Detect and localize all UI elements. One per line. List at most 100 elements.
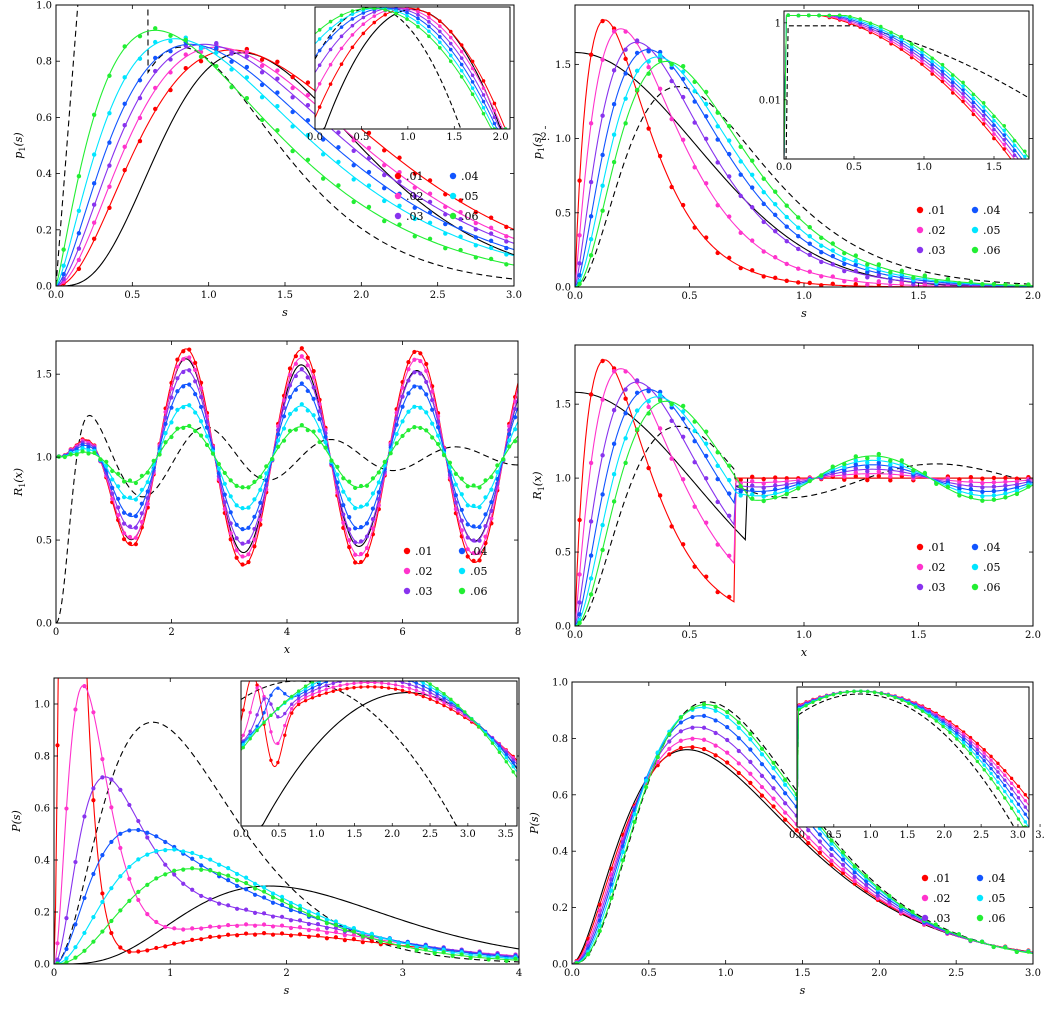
panel-A: 0.0 0.5 1.0 1.5 2.0 2.5 3.00.00.20.40.60.81.0s… [12,1,550,320]
data-point [853,470,858,475]
data-point [1016,809,1021,813]
data-point [842,261,847,267]
data-point [888,466,893,471]
legend-label-.02: .02 [406,190,424,203]
data-point [453,482,458,487]
data-point [471,483,476,488]
data-point [76,266,82,272]
data-point [269,693,273,697]
data-point [920,53,924,58]
data-point [783,801,788,806]
legend-marker-.02 [921,894,929,902]
data-point [1014,283,1020,287]
data-point [481,105,486,110]
data-point [930,56,935,61]
data-point [955,734,959,738]
data-point [940,69,945,74]
data-point [255,686,259,690]
data-point [352,685,356,690]
data-point [876,473,882,479]
data-point [784,485,789,490]
data-point [996,786,1000,790]
data-point [876,273,882,278]
data-point [489,500,494,505]
data-point [199,893,204,899]
data-point [945,484,951,490]
data-point [139,519,144,525]
y-tick-label: 1.5 [36,370,52,381]
data-point [759,752,765,757]
data-point [831,692,836,697]
data-point [91,939,96,944]
data-point [259,82,265,88]
data-point [305,132,311,138]
data-point [418,351,423,356]
series-curve-.02 [575,28,1033,287]
plot-area-B [575,18,1033,287]
data-point [345,674,348,677]
data-point [222,492,227,497]
data-point [407,682,412,687]
data-point [759,784,765,790]
data-point [324,925,330,930]
data-point [299,366,304,372]
data-point [1002,147,1007,151]
data-point [646,399,651,404]
data-point [163,440,168,445]
y-axis-label: p1(s) [531,133,546,159]
data-point [453,493,458,498]
data-point [982,768,986,772]
data-point [1014,488,1020,494]
data-point [299,354,304,359]
data-point [427,29,431,34]
data-point [229,51,234,56]
data-point [611,68,617,73]
data-point [1009,799,1014,803]
data-point [773,495,778,500]
data-point [435,425,441,430]
y-tick-label: 0.2 [34,908,50,919]
data-point [667,739,672,744]
data-point [470,59,475,64]
data-point [91,915,96,920]
data-point [270,900,276,905]
data-point [759,762,765,767]
data-point [328,62,333,67]
data-point [61,271,66,277]
inset-frame [314,6,511,130]
data-point [842,256,847,262]
data-point [968,738,973,742]
data-point [497,747,502,751]
data-point [842,250,847,256]
inset-points [317,7,508,129]
data-point [703,520,709,525]
data-point [489,516,494,521]
data-point [82,683,87,689]
data-point [438,29,442,34]
data-point [303,687,308,691]
data-point [258,487,263,492]
data-point [669,62,674,67]
data-point [981,101,986,105]
data-point [317,689,322,694]
data-point [110,491,115,496]
data-point [644,785,649,790]
data-point [364,553,370,558]
data-point [329,458,334,463]
data-point [193,410,198,415]
data-point [459,952,464,957]
data-point [703,453,709,459]
data-point [448,47,453,52]
data-point [922,273,928,278]
data-point [680,76,686,82]
data-point [488,256,494,262]
series-points-.06 [61,26,509,267]
data-point [701,737,707,742]
data-point [483,478,488,483]
data-point [350,12,355,16]
data-point [600,358,605,364]
data-point [748,780,753,786]
legend-marker-.02 [916,226,924,234]
x-tick-label: 0.0 [564,968,580,979]
data-point [898,904,904,909]
